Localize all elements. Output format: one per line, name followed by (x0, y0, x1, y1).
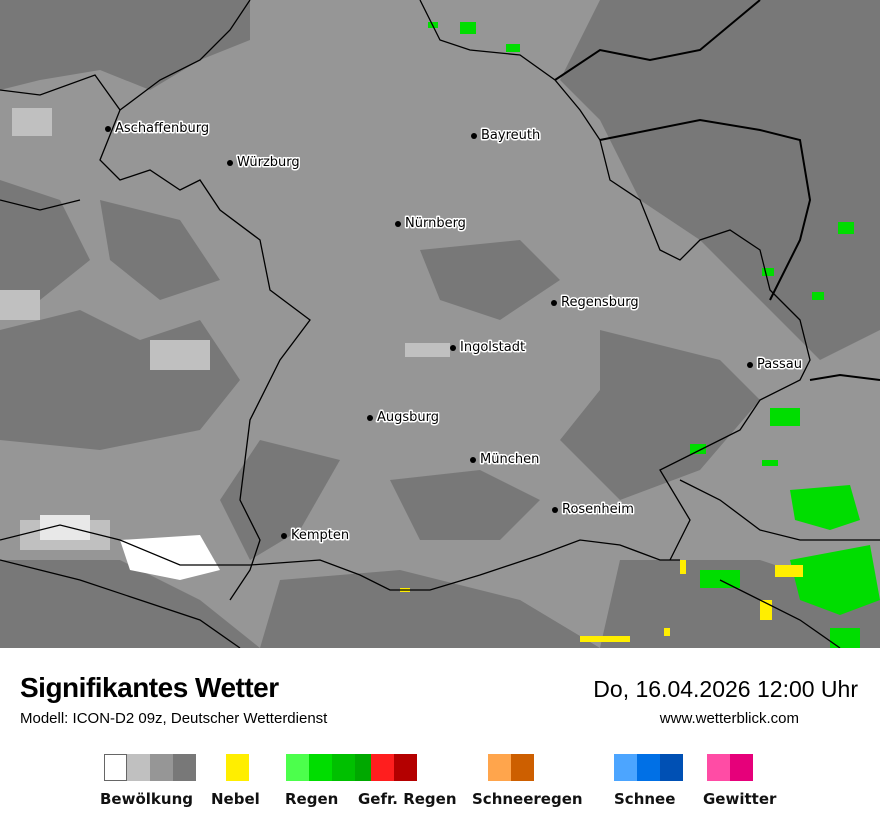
svg-text:Passau: Passau (757, 357, 802, 372)
legend-swatch (614, 754, 637, 781)
legend-swatch (150, 754, 173, 781)
forecast-datetime: Do, 16.04.2026 12:00 Uhr (593, 676, 858, 702)
svg-text:Kempten: Kempten (291, 528, 349, 543)
svg-text:Nürnberg: Nürnberg (405, 216, 466, 231)
model-info: Modell: ICON-D2 09z, Deutscher Wetterdie… (20, 710, 328, 727)
svg-text:Rosenheim: Rosenheim (562, 502, 634, 517)
legend-label: Schnee (614, 790, 676, 808)
map-title: Signifikantes Wetter (20, 672, 279, 703)
city-bayreuth[interactable]: Bayreuth (471, 127, 542, 145)
svg-text:Regensburg: Regensburg (561, 295, 639, 310)
footer: Signifikantes Wetter Modell: ICON-D2 09z… (0, 648, 880, 830)
legend-swatch (371, 754, 394, 781)
legend-swatch (226, 754, 249, 781)
legend-swatch (173, 754, 196, 781)
city-markers: Aschaffenburg Würzburg Bayreuth Nürnberg… (105, 120, 803, 545)
legend-swatch (637, 754, 660, 781)
legend-swatch (394, 754, 417, 781)
legend-label: Gewitter (703, 790, 777, 808)
city-augsburg[interactable]: Augsburg (367, 409, 441, 427)
legend-swatch (511, 754, 534, 781)
legend-swatches-6 (707, 754, 753, 781)
city-ingolstadt[interactable]: Ingolstadt (450, 339, 527, 357)
city-kempten[interactable]: Kempten (281, 527, 351, 545)
svg-text:Augsburg: Augsburg (377, 410, 439, 425)
cloud-light-areas (0, 108, 450, 580)
city-nuernberg[interactable]: Nürnberg (395, 215, 467, 233)
rain-areas (428, 22, 880, 648)
legend-swatches-2 (286, 754, 378, 781)
svg-text:Ingolstadt: Ingolstadt (460, 340, 525, 355)
legend-swatch (488, 754, 511, 781)
legend-label: Gefr. Regen (358, 790, 457, 808)
cloud-dark-areas (0, 0, 880, 648)
legend-swatch (127, 754, 150, 781)
website-link[interactable]: www.wetterblick.com (659, 710, 799, 727)
svg-text:Würzburg: Würzburg (237, 155, 300, 170)
legend-label: Bewölkung (100, 790, 193, 808)
svg-text:München: München (480, 452, 539, 467)
weather-map: Aschaffenburg Würzburg Bayreuth Nürnberg… (0, 0, 880, 648)
legend-swatch (730, 754, 753, 781)
city-passau[interactable]: Passau (747, 356, 803, 374)
legend-swatch (286, 754, 309, 781)
legend-swatch (332, 754, 355, 781)
svg-text:Bayreuth: Bayreuth (481, 128, 540, 143)
legend-swatches-4 (488, 754, 534, 781)
city-rosenheim[interactable]: Rosenheim (552, 501, 635, 519)
legend-swatches-0 (104, 754, 196, 781)
city-wuerzburg[interactable]: Würzburg (227, 154, 301, 172)
city-regensburg[interactable]: Regensburg (551, 294, 640, 312)
legend-swatches-5 (614, 754, 683, 781)
legend-swatch (707, 754, 730, 781)
legend-swatches-3 (371, 754, 417, 781)
legend-swatch (309, 754, 332, 781)
legend-swatch (660, 754, 683, 781)
legend-swatches-1 (226, 754, 249, 781)
city-aschaffenburg[interactable]: Aschaffenburg (105, 120, 211, 138)
city-muenchen[interactable]: München (470, 451, 541, 469)
svg-text:Aschaffenburg: Aschaffenburg (115, 121, 209, 136)
legend-label: Schneeregen (472, 790, 583, 808)
legend-label: Regen (285, 790, 339, 808)
legend-label: Nebel (211, 790, 260, 808)
borders (0, 0, 880, 648)
legend-swatch (104, 754, 127, 781)
